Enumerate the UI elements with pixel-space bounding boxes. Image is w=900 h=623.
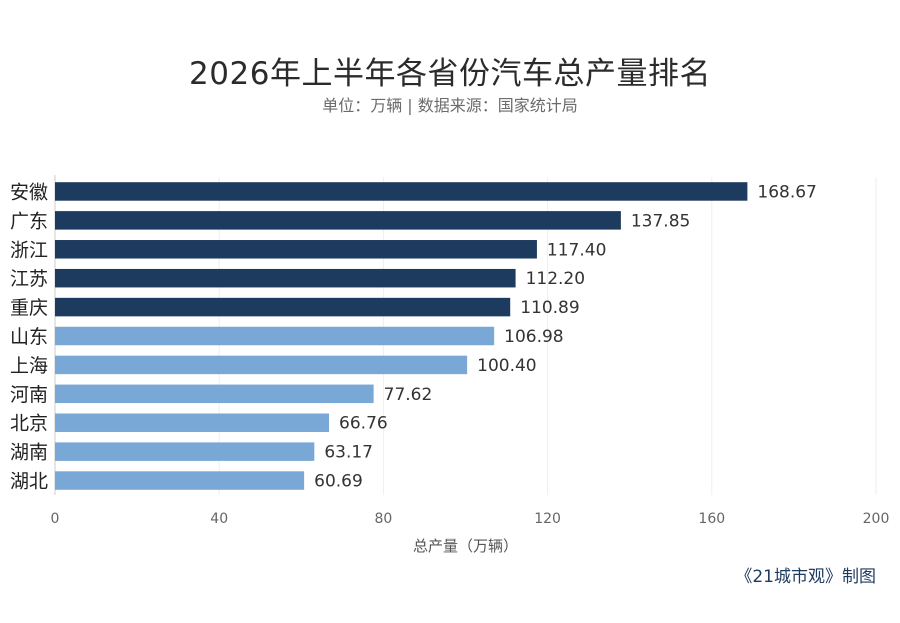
bar [55, 413, 330, 432]
value-label: 137.85 [631, 211, 690, 231]
value-label: 112.20 [526, 269, 585, 289]
bar [55, 297, 511, 317]
value-label: 117.40 [547, 240, 606, 260]
x-axis-title: 总产量（万辆） [413, 537, 518, 555]
category-label: 河南 [10, 384, 48, 406]
x-tick-label: 200 [863, 511, 890, 527]
category-label: 重庆 [10, 297, 48, 319]
category-label: 广东 [10, 210, 48, 232]
x-tick-label: 0 [51, 511, 60, 527]
category-label: 北京 [10, 413, 48, 435]
bars [55, 182, 748, 490]
bar [55, 384, 374, 404]
value-label: 100.40 [477, 356, 536, 376]
bar [55, 268, 516, 288]
category-label: 湖北 [10, 471, 48, 493]
value-label: 110.89 [520, 298, 579, 318]
value-label: 168.67 [757, 182, 816, 202]
bar [55, 355, 468, 375]
category-label: 安徽 [10, 181, 48, 203]
x-tick-label: 160 [698, 511, 725, 527]
category-label: 江苏 [10, 268, 48, 290]
bar [55, 326, 495, 346]
chart-subtitle: 单位：万辆 | 数据来源：国家统计局 [322, 96, 578, 115]
x-tick-label: 120 [534, 511, 561, 527]
category-label: 上海 [10, 355, 48, 377]
x-tick-labels: 0 40 80 120 160 200 [51, 511, 890, 527]
category-label: 湖南 [10, 442, 48, 464]
bar [55, 442, 315, 461]
bar [55, 471, 305, 490]
chart-title: 2026年上半年各省份汽车总产量排名 [189, 56, 711, 92]
x-tick-label: 80 [374, 511, 392, 527]
value-label: 66.76 [339, 414, 388, 434]
category-label: 山东 [10, 326, 48, 348]
bar [55, 240, 537, 259]
x-tick-label: 40 [210, 511, 228, 527]
value-label: 60.69 [314, 472, 363, 492]
bar [55, 182, 748, 201]
chart-credit: 《21城市观》制图 [735, 567, 876, 587]
value-label: 77.62 [384, 385, 433, 405]
bar [55, 211, 621, 230]
value-label: 106.98 [504, 327, 563, 347]
value-labels: 168.67 137.85 117.40 112.20 110.89 106.98 100.… [314, 182, 817, 491]
value-label: 63.17 [324, 443, 373, 463]
category-label: 浙江 [10, 239, 48, 261]
